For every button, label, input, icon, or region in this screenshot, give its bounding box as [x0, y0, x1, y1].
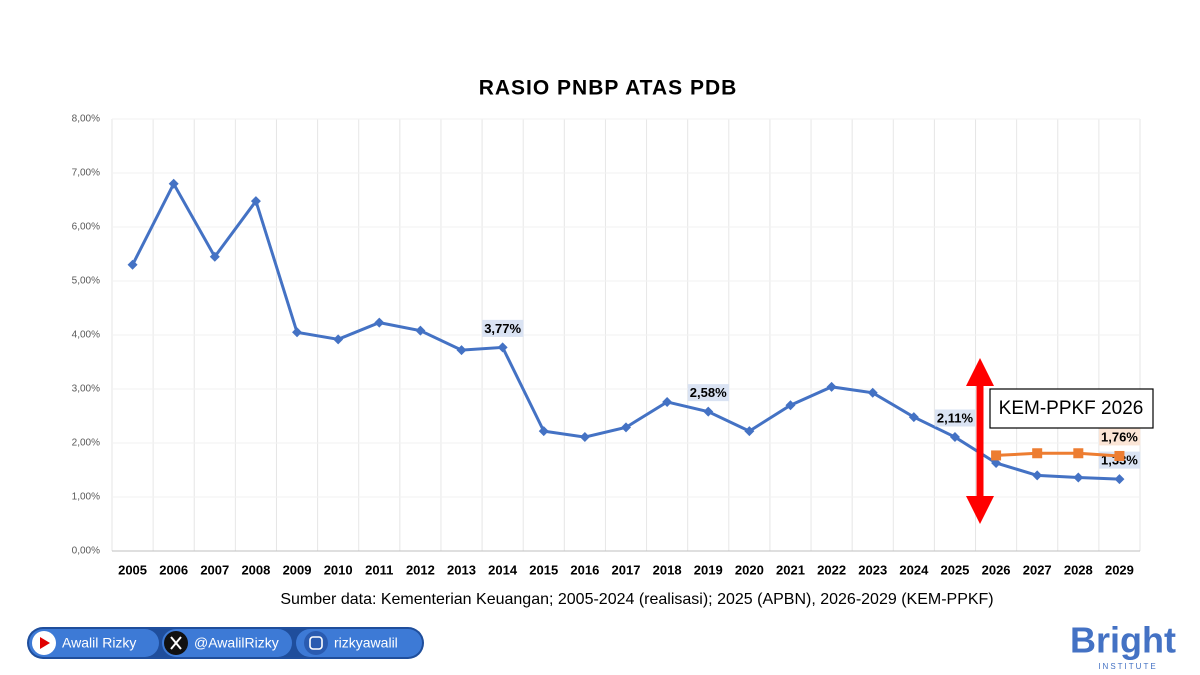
x-tick-label: 2027 — [1023, 562, 1052, 577]
logo-sub: INSTITUTE — [1098, 662, 1157, 671]
x-tick-label: 2007 — [200, 562, 229, 577]
instagram-handle: rizkyawalil — [334, 635, 398, 651]
marker — [703, 406, 714, 417]
marker — [1114, 450, 1125, 461]
marker — [785, 400, 796, 411]
marker — [250, 196, 261, 207]
x-tick-label: 2028 — [1064, 562, 1093, 577]
marker — [662, 396, 673, 407]
marker — [621, 422, 631, 433]
x-handle: @AwalilRizky — [194, 635, 279, 651]
marker — [538, 426, 549, 437]
y-tick-label: 0,00% — [72, 546, 100, 557]
data-label-bg — [934, 409, 976, 427]
yt-icon — [40, 637, 50, 649]
x-tick-label: 2012 — [406, 562, 435, 577]
data-label: 1,76% — [1101, 429, 1138, 444]
marker — [168, 178, 179, 189]
marker — [867, 387, 878, 398]
x-tick-label: 2022 — [817, 562, 846, 577]
x-tick-label: 2009 — [283, 562, 312, 577]
x-tick-label: 2029 — [1105, 562, 1134, 577]
x-tick-label: 2016 — [570, 562, 599, 577]
x-tick-label: 2026 — [982, 562, 1011, 577]
x-tick-label: 2018 — [653, 562, 682, 577]
marker — [292, 327, 303, 338]
ig-icon — [304, 631, 328, 655]
x-tick-label: 2011 — [365, 562, 393, 577]
data-label: 3,77% — [484, 321, 521, 336]
data-label-bg — [1099, 428, 1141, 446]
marker — [826, 381, 837, 392]
marker — [209, 251, 220, 262]
pill — [162, 629, 292, 657]
marker — [949, 432, 960, 443]
marker — [127, 259, 138, 270]
x-tick-label: 2024 — [899, 562, 929, 577]
y-tick-label: 8,00% — [72, 114, 100, 125]
pill — [29, 629, 159, 657]
y-tick-label: 7,00% — [72, 168, 100, 179]
x-tick-label: 2025 — [940, 562, 969, 577]
marker — [497, 342, 508, 353]
annotation-box — [989, 388, 1154, 429]
x-tick-label: 2021 — [776, 562, 805, 577]
marker — [744, 426, 755, 437]
youtube-handle: Awalil Rizky — [62, 635, 136, 651]
marker — [415, 325, 426, 336]
data-label: 2,11% — [937, 410, 974, 425]
marker — [991, 450, 1002, 461]
data-label: 2,58% — [690, 385, 727, 400]
annotation: KEM-PPKF 2026 — [999, 398, 1144, 419]
x-tick-label: 2020 — [735, 562, 764, 577]
x-tick-label: 2008 — [241, 562, 270, 577]
marker — [456, 345, 467, 356]
marker — [908, 412, 919, 423]
marker — [579, 432, 590, 443]
data-label-bg — [687, 384, 730, 402]
marker — [1114, 474, 1125, 485]
marker — [1032, 448, 1043, 459]
y-tick-label: 5,00% — [72, 276, 100, 287]
line — [131, 180, 1120, 481]
chart-title: RASIO PNBP ATAS PDB — [479, 77, 738, 100]
x-glyph — [170, 636, 182, 650]
x-tick-label: 2015 — [529, 562, 558, 577]
source: Sumber data: Kementerian Keuangan; 2005-… — [280, 591, 993, 608]
x-tick-label: 2010 — [324, 562, 353, 577]
marker — [1073, 448, 1084, 459]
marker — [1032, 470, 1043, 481]
x-tick-label: 2006 — [159, 562, 188, 577]
y-tick-label: 4,00% — [72, 330, 100, 341]
x-tick-label: 2013 — [447, 562, 476, 577]
line — [996, 451, 1120, 458]
y-tick-label: 1,00% — [72, 492, 100, 503]
data-label-bg — [482, 319, 524, 337]
x-tick-label: 2017 — [612, 562, 641, 577]
x-tick-label: 2014 — [488, 562, 518, 577]
logo: Bright — [1070, 620, 1176, 661]
marker — [1073, 472, 1084, 483]
x-tick-label: 2023 — [858, 562, 887, 577]
ig-glyph — [309, 636, 323, 650]
x-tick-label: 2019 — [694, 562, 723, 577]
pill — [296, 629, 422, 657]
y-tick-label: 6,00% — [72, 222, 100, 233]
marker — [333, 334, 344, 345]
footer: Awalil Rizky @AwalilRizky rizkyawalil Br… — [27, 620, 1176, 671]
y-tick-label: 2,00% — [72, 438, 100, 449]
y-tick-label: 3,00% — [72, 384, 100, 395]
marker — [374, 317, 385, 328]
plot-area: 0,00% 1,00% 2,00% 3,00% 4,00% 5,00% 6,00% 7,00%… — [72, 114, 1141, 577]
x-tick-label: 2005 — [118, 562, 147, 577]
